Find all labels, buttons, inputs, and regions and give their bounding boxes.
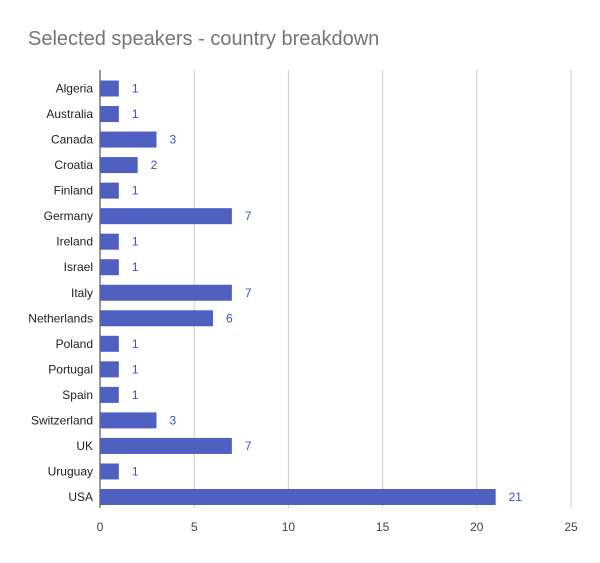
bar-ireland xyxy=(100,233,119,250)
value-label: 3 xyxy=(170,413,177,427)
value-label: 1 xyxy=(132,82,139,96)
chart-title: Selected speakers - country breakdown xyxy=(28,28,380,50)
bar-netherlands xyxy=(100,310,214,327)
x-tick-label: 0 xyxy=(97,520,104,534)
bar-algeria xyxy=(100,80,119,97)
bar-poland xyxy=(100,335,119,352)
value-label: 7 xyxy=(245,286,252,300)
bar-portugal xyxy=(100,361,119,378)
bar-usa xyxy=(100,489,496,505)
bar-uk xyxy=(100,437,232,454)
value-label: 1 xyxy=(132,337,139,351)
value-label: 1 xyxy=(132,464,139,478)
x-tick-label: 15 xyxy=(376,520,390,534)
x-tick-label: 10 xyxy=(282,520,296,534)
category-label: Croatia xyxy=(54,158,93,172)
bar-uruguay xyxy=(100,463,119,480)
value-label: 1 xyxy=(132,260,139,274)
bar-canada xyxy=(100,131,157,148)
category-label: Netherlands xyxy=(28,311,93,325)
category-label: UK xyxy=(76,439,93,453)
category-label: Uruguay xyxy=(48,464,93,478)
value-label: 3 xyxy=(170,133,177,147)
category-label: Spain xyxy=(62,388,93,402)
x-tick-label: 25 xyxy=(564,520,578,534)
category-label: Switzerland xyxy=(31,413,93,427)
category-label: Poland xyxy=(56,337,93,351)
value-label: 21 xyxy=(509,490,523,504)
value-label: 2 xyxy=(151,158,158,172)
bar-switzerland xyxy=(100,412,157,429)
bar-spain xyxy=(100,386,119,403)
bar-finland xyxy=(100,182,119,199)
category-label: Australia xyxy=(46,107,93,121)
value-label: 1 xyxy=(132,388,139,402)
value-label: 1 xyxy=(132,184,139,198)
category-label: Algeria xyxy=(56,82,94,96)
category-label: USA xyxy=(68,490,93,504)
category-label: Germany xyxy=(44,209,93,223)
bar-germany xyxy=(100,208,232,225)
labels-layer: 0 5 10 15 20 25 Algeria 1 Australia 1 Canada 3 Croat… xyxy=(28,82,578,535)
x-tick-label: 20 xyxy=(470,520,484,534)
bar-italy xyxy=(100,284,232,301)
bar-israel xyxy=(100,259,119,276)
value-label: 6 xyxy=(226,311,233,325)
value-label: 1 xyxy=(132,362,139,376)
value-label: 7 xyxy=(245,439,252,453)
bar-croatia xyxy=(100,157,138,174)
category-label: Israel xyxy=(64,260,93,274)
category-label: Finland xyxy=(54,184,93,198)
x-tick-label: 5 xyxy=(191,520,198,534)
value-label: 1 xyxy=(132,235,139,249)
bars-layer xyxy=(100,80,496,505)
category-label: Ireland xyxy=(56,235,93,249)
bar-australia xyxy=(100,106,119,123)
value-label: 7 xyxy=(245,209,252,223)
value-label: 1 xyxy=(132,107,139,121)
category-label: Canada xyxy=(51,133,93,147)
category-label: Italy xyxy=(71,286,93,300)
category-label: Portugal xyxy=(48,362,93,376)
